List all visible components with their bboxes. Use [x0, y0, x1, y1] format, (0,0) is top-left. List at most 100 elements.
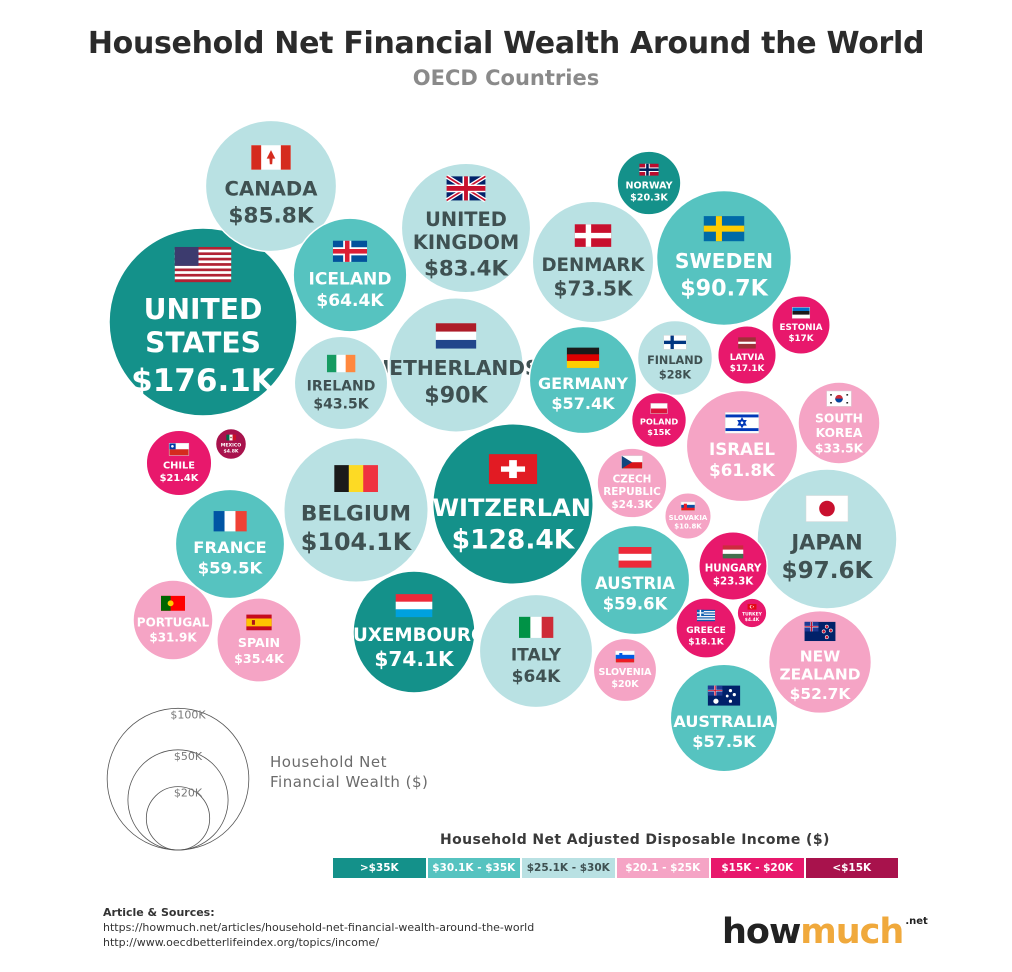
country-value: $57.4K [551, 394, 615, 413]
country-name: GREECE [686, 626, 726, 636]
source-link-2[interactable]: http://www.oecdbetterlifeindex.org/topic… [103, 936, 380, 949]
flag-icon-nl [435, 323, 477, 349]
country-value: $59.5K [198, 559, 264, 578]
bubble-circle [388, 297, 524, 433]
size-legend: $100K $50K $20K [106, 707, 250, 851]
country-name: REPUBLIC [603, 486, 661, 498]
flag-icon-is [332, 240, 368, 262]
country-value: $18.1K [688, 637, 725, 647]
country-name: POLAND [640, 417, 678, 427]
bubble-latvia: LATVIA$17.1K [716, 324, 778, 386]
country-name: KOREA [816, 426, 863, 440]
color-legend-bin: $20.1 - $25K [616, 858, 709, 878]
country-name: AUSTRALIA [673, 712, 775, 731]
color-legend-bin: $30.1K - $35K [427, 858, 520, 878]
bubble-circle [669, 663, 779, 773]
flag-icon-dk [574, 224, 612, 247]
bubble-circle [431, 422, 595, 586]
bubble-circle [663, 491, 713, 541]
flag-icon-pl [650, 403, 668, 414]
flag-icon-mx [226, 434, 236, 441]
flag-icon-be [334, 465, 378, 493]
country-name: TURKEY [742, 611, 763, 617]
flag-icon-nz [804, 621, 836, 642]
bubble-circle [292, 217, 408, 333]
sources-block: Article & Sources: https://howmuch.net/a… [103, 905, 534, 950]
country-value: $61.8K [709, 460, 776, 480]
country-value: $85.8K [228, 203, 314, 228]
flag-icon-no [639, 163, 659, 176]
country-name: SPAIN [238, 635, 280, 650]
country-value: $31.9K [149, 631, 197, 645]
bubble-circle [675, 597, 737, 659]
bubble-circle [400, 162, 532, 294]
country-name: SWEDEN [675, 249, 773, 273]
flag-icon-au [707, 685, 741, 706]
country-name: DENMARK [541, 255, 645, 276]
country-name: UNITED [425, 208, 507, 231]
flag-icon-gb [445, 174, 487, 203]
howmuch-logo: howmuch .net [722, 912, 928, 952]
country-value: $52.7K [790, 685, 852, 703]
bubble-japan: JAPAN $97.6K [756, 468, 898, 610]
country-name: CHILE [163, 460, 195, 471]
bubble-chile: CHILE $21.4K [145, 429, 213, 497]
flag-icon-lu [395, 594, 433, 618]
bubble-turkey: TURKEY$4.4K [736, 597, 768, 629]
size-legend-title: Household Net Financial Wealth ($) [270, 752, 470, 792]
flag-icon-de [566, 347, 600, 368]
bubble-ireland: IRELAND$43.5K [293, 335, 389, 431]
bubble-circle [145, 429, 213, 497]
country-value: $15K [647, 427, 671, 437]
country-name: FRANCE [193, 538, 266, 557]
country-value: $17K [788, 334, 814, 344]
bubble-circle [698, 531, 768, 601]
flag-icon-cz [621, 455, 643, 470]
bubble-finland: FINLAND$28K [636, 319, 714, 397]
bubble-portugal: PORTUGAL$31.9K [132, 579, 214, 661]
sources-heading: Article & Sources: [103, 906, 215, 919]
country-value: $104.1K [301, 528, 413, 556]
bubble-circle [282, 436, 430, 584]
flag-icon-es [246, 614, 272, 631]
bubble-circle [630, 391, 688, 449]
bubble-circle [528, 325, 638, 435]
country-name: JAPAN [789, 530, 862, 554]
country-name: UNITED [144, 293, 263, 326]
bubble-circle [616, 150, 682, 216]
flag-icon-gr [696, 609, 716, 622]
bubble-circle [478, 593, 594, 709]
bubble-circle [685, 389, 799, 503]
bubble-circle [596, 447, 668, 519]
flag-icon-kr [826, 390, 852, 407]
country-value: $35.4K [234, 651, 285, 666]
country-value: $73.5K [554, 277, 634, 301]
country-value: $90K [424, 382, 488, 408]
country-value: $28K [659, 368, 692, 381]
source-link-1[interactable]: https://howmuch.net/articles/household-n… [103, 921, 535, 934]
chart-title: Household Net Financial Wealth Around th… [87, 26, 925, 61]
color-legend: >$35K $30.1K - $35K $25.1K - $30K $20.1 - $… [333, 858, 898, 878]
bubble-iceland: ICELAND$64.4K [292, 217, 408, 333]
country-value: $4.4K [745, 617, 760, 623]
country-name: SLOVAKIA [669, 514, 708, 522]
bubble-australia: AUSTRALIA$57.5K [669, 663, 779, 773]
flag-icon-hu [722, 545, 744, 559]
flag-icon-fi [663, 335, 687, 350]
country-name: SOUTH [815, 412, 863, 426]
country-name: NEW [800, 647, 840, 665]
color-legend-bin: $15K - $20K [711, 858, 804, 878]
bubble-circle [352, 570, 476, 694]
flag-icon-pt [160, 595, 186, 611]
bubble-circle [204, 119, 338, 253]
bubble-canada: CANADA$85.8K [204, 119, 338, 253]
size-legend-circle [127, 749, 229, 851]
bubble-circle [592, 637, 658, 703]
country-name: KINGDOM [413, 231, 519, 254]
bubble-hungary: HUNGARY$23.3K [698, 531, 768, 601]
bubble-italy: ITALY$64K [478, 593, 594, 709]
